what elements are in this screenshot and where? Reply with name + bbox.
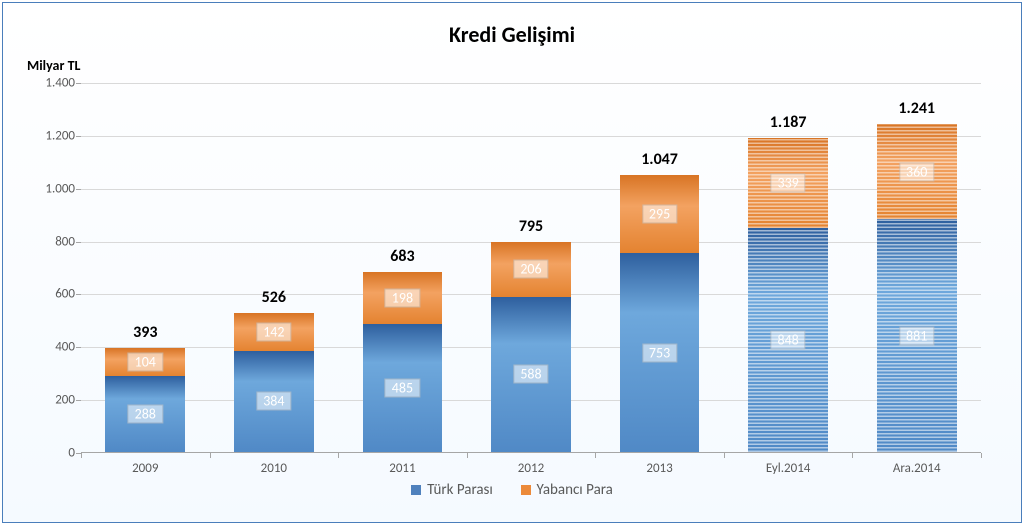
x-tick-label: 2013 <box>595 461 724 476</box>
bar-total-label: 683 <box>390 247 414 266</box>
bar-value-label: 881 <box>899 326 934 345</box>
bar-total-label: 393 <box>133 323 157 342</box>
x-tick-mark <box>338 453 339 458</box>
bar-value-label: 142 <box>256 322 291 341</box>
x-tick-label: Ara.2014 <box>852 461 981 476</box>
y-tick-label: 200 <box>27 393 75 408</box>
bar-segment-yabanci-para: 142 <box>234 313 314 351</box>
bar-segment-yabanci-para: 206 <box>491 242 571 296</box>
bar-group: 485198683 <box>363 272 443 453</box>
bar-segment-turk-parasi: 588 <box>491 297 571 452</box>
x-tick-label: 2011 <box>338 461 467 476</box>
x-tick-mark <box>81 453 82 458</box>
bar-value-label: 360 <box>899 162 934 181</box>
y-tick-label: 0 <box>27 446 75 461</box>
legend-swatch-yabanci <box>521 485 531 495</box>
x-tick-label: 2009 <box>81 461 210 476</box>
bar-segment-yabanci-para: 295 <box>620 175 700 253</box>
plot-area: 02004006008001.0001.2001.400288104393384… <box>81 83 981 453</box>
x-tick-mark <box>595 453 596 458</box>
y-tick-label: 1.000 <box>27 181 75 196</box>
bar-group: 8483391.187 <box>748 138 828 452</box>
legend-label: Yabancı Para <box>537 481 613 499</box>
y-tick-label: 1.400 <box>27 76 75 91</box>
y-tick-mark <box>76 347 81 348</box>
bar-segment-turk-parasi: 881 <box>877 219 957 452</box>
bar-total-label: 1.047 <box>641 150 678 169</box>
legend: Türk Parası Yabancı Para <box>3 481 1021 500</box>
y-tick-label: 1.200 <box>27 128 75 143</box>
x-tick-mark <box>724 453 725 458</box>
bar-value-label: 295 <box>642 205 677 224</box>
bar-value-label: 198 <box>385 288 420 307</box>
bar-segment-turk-parasi: 384 <box>234 351 314 452</box>
y-tick-label: 800 <box>27 234 75 249</box>
bar-value-label: 339 <box>770 174 805 193</box>
legend-swatch-turk <box>411 485 421 495</box>
legend-label: Türk Parası <box>427 481 493 499</box>
chart-frame: Kredi Gelişimi Milyar TL 0 200 400 600 800 1.… <box>2 2 1022 523</box>
x-tick-mark <box>210 453 211 458</box>
bar-group: 288104393 <box>105 348 185 452</box>
x-tick-mark <box>852 453 853 458</box>
y-tick-label: 400 <box>27 340 75 355</box>
bar-value-label: 104 <box>128 353 163 372</box>
y-axis-title: Milyar TL <box>27 57 80 74</box>
y-tick-mark <box>76 136 81 137</box>
bar-value-label: 384 <box>256 392 291 411</box>
x-tick-mark <box>981 453 982 458</box>
bar-segment-turk-parasi: 485 <box>363 324 443 452</box>
grid-line <box>81 136 981 137</box>
y-tick-mark <box>76 189 81 190</box>
bar-segment-yabanci-para: 339 <box>748 138 828 228</box>
y-tick-label: 600 <box>27 287 75 302</box>
bar-group: 7532951.047 <box>620 175 700 452</box>
bar-value-label: 848 <box>770 330 805 349</box>
y-tick-mark <box>76 242 81 243</box>
bar-segment-turk-parasi: 753 <box>620 253 700 452</box>
x-tick-label: 2010 <box>210 461 339 476</box>
bar-total-label: 795 <box>519 217 543 236</box>
y-tick-mark <box>76 294 81 295</box>
bar-segment-turk-parasi: 288 <box>105 376 185 452</box>
y-tick-mark <box>76 83 81 84</box>
bar-group: 384142526 <box>234 313 314 452</box>
x-tick-mark <box>467 453 468 458</box>
bar-segment-yabanci-para: 104 <box>105 348 185 375</box>
legend-item-yabanci-para: Yabancı Para <box>521 481 613 499</box>
bar-total-label: 1.187 <box>770 113 807 132</box>
grid-line <box>81 83 981 84</box>
y-tick-mark <box>76 400 81 401</box>
bar-value-label: 485 <box>385 378 420 397</box>
bar-group: 588206795 <box>491 242 571 452</box>
bar-value-label: 588 <box>513 365 548 384</box>
bar-segment-turk-parasi: 848 <box>748 228 828 452</box>
bar-value-label: 288 <box>128 404 163 423</box>
bar-value-label: 753 <box>642 343 677 362</box>
x-tick-label: 2012 <box>467 461 596 476</box>
bar-group: 8813601.241 <box>877 124 957 452</box>
x-tick-label: Eyl.2014 <box>724 461 853 476</box>
bar-total-label: 526 <box>262 288 286 307</box>
bar-total-label: 1.241 <box>898 99 935 118</box>
bar-segment-yabanci-para: 360 <box>877 124 957 219</box>
legend-item-turk-parasi: Türk Parası <box>411 481 493 499</box>
grid-line <box>81 189 981 190</box>
chart-title: Kredi Gelişimi <box>3 21 1021 48</box>
bar-segment-yabanci-para: 198 <box>363 272 443 324</box>
bar-value-label: 206 <box>513 260 548 279</box>
